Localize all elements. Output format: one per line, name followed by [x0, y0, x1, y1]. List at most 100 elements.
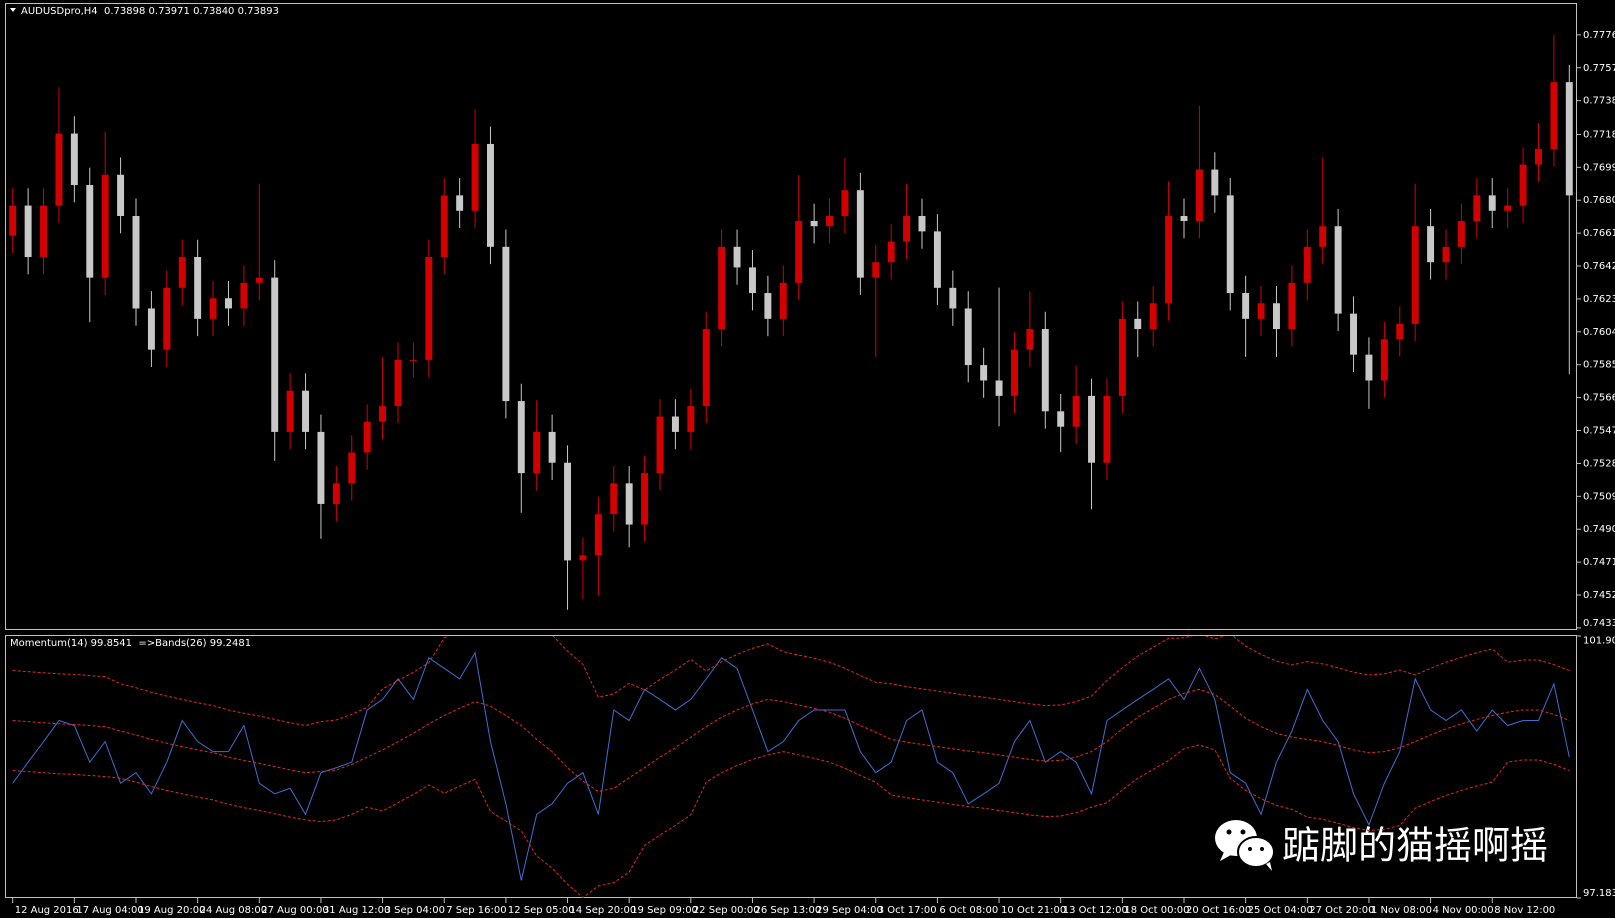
candle-body — [687, 406, 695, 432]
x-tick-label: 3 Sep 04:00 — [385, 905, 445, 916]
candle-body — [255, 277, 263, 283]
candle-body — [1442, 246, 1450, 263]
y-tick-label: 0.76995 — [1583, 162, 1615, 173]
candle-body — [1288, 282, 1296, 330]
y-tick-label: 0.75665 — [1583, 393, 1615, 404]
candle-body — [147, 308, 155, 350]
x-tick-label: 24 Aug 08:00 — [200, 905, 267, 916]
candle-body — [425, 257, 433, 360]
candle-body — [225, 298, 232, 309]
candle-body — [456, 195, 464, 211]
candle-body — [1011, 349, 1018, 396]
y-tick-label: 101.9022 — [1583, 635, 1615, 646]
candle-body — [317, 431, 325, 504]
candle-body — [533, 431, 541, 474]
candle-body — [702, 329, 710, 407]
candle-body — [1026, 329, 1034, 350]
candle-body — [1457, 221, 1465, 247]
x-tick-label: 17 Aug 04:00 — [76, 905, 143, 916]
indicator-header: Momentum(14) 99.8541 =>Bands(26) 99.2481 — [10, 638, 251, 649]
x-tick-label: 19 Aug 20:00 — [138, 905, 205, 916]
candle-body — [101, 174, 109, 278]
menu-triangle[interactable] — [10, 8, 16, 12]
candle-body — [1257, 303, 1265, 319]
candle-body — [980, 365, 988, 381]
candle-body — [348, 452, 356, 484]
x-tick-label: 4 Nov 00:00 — [1433, 905, 1494, 916]
candle-body — [440, 195, 448, 258]
candle-body — [764, 293, 772, 319]
candle-body — [810, 221, 818, 227]
candle-body — [872, 262, 880, 278]
band-line — [12, 744, 1570, 898]
y-tick-label: 0.74525 — [1583, 590, 1615, 601]
wechat-bubble-tail — [1266, 862, 1272, 871]
candle-body — [1303, 246, 1311, 283]
candle-body — [795, 221, 803, 283]
candle-body — [86, 184, 94, 278]
momentum-line — [12, 651, 1570, 881]
candle-body — [117, 174, 125, 216]
x-tick-label: 13 Oct 12:00 — [1063, 905, 1128, 916]
x-tick-label: 26 Sep 13:00 — [754, 905, 821, 916]
candle-body — [1103, 395, 1111, 463]
candle-body — [918, 215, 926, 232]
candle-body — [1319, 226, 1327, 247]
candle-body — [1149, 303, 1157, 330]
x-tick-label: 22 Sep 00:00 — [693, 905, 760, 916]
y-tick-label: 0.74905 — [1583, 524, 1615, 535]
y-tick-label: 0.76615 — [1583, 228, 1615, 239]
wechat-bubble — [1237, 836, 1275, 868]
watermark-text: 踮脚的猫摇啊摇 — [1282, 824, 1548, 868]
y-tick-label: 0.75475 — [1583, 426, 1615, 437]
candle-body — [1242, 293, 1250, 319]
candle-body — [1057, 411, 1065, 427]
y-tick-label: 97.1834 — [1583, 888, 1615, 899]
candle-body — [1180, 215, 1188, 222]
candle-body — [610, 483, 618, 515]
candle-body — [1334, 226, 1342, 314]
candle-body — [302, 390, 309, 432]
candle-body — [1041, 329, 1049, 412]
candle-body — [194, 257, 202, 319]
candle-body — [1088, 395, 1095, 463]
x-tick-label: 12 Aug 2016 — [15, 905, 79, 916]
candle-body — [656, 416, 664, 474]
candle-body — [271, 277, 279, 432]
y-tick-label: 0.75095 — [1583, 491, 1615, 502]
candle-body — [995, 380, 1003, 396]
candle-body — [286, 390, 294, 432]
indicator-panel-frame — [5, 635, 1577, 898]
candle-body — [903, 215, 911, 242]
candle-body — [749, 267, 756, 294]
candle-body — [1350, 313, 1357, 355]
candle-body — [671, 416, 679, 432]
candle-body — [1411, 226, 1419, 324]
x-tick-label: 14 Sep 20:00 — [570, 905, 637, 916]
wechat-eye — [1240, 829, 1246, 835]
candle-body — [625, 483, 633, 525]
symbol-header: AUDUSDpro,H4 0.73898 0.73971 0.73840 0.7… — [21, 6, 279, 17]
x-tick-label: 18 Oct 00:00 — [1124, 905, 1189, 916]
candle-body — [887, 241, 895, 263]
x-tick-label: 27 Aug 00:00 — [261, 905, 328, 916]
candle-body — [363, 421, 371, 453]
candle-body — [394, 359, 402, 407]
candle-body — [1072, 395, 1080, 427]
candles — [9, 34, 1573, 610]
candle-body — [579, 555, 587, 561]
candle-body — [132, 215, 140, 309]
x-tick-label: 12 Sep 05:00 — [508, 905, 575, 916]
y-tick-label: 0.74335 — [1583, 618, 1615, 629]
wechat-eye — [1248, 847, 1252, 851]
candle-body — [70, 133, 78, 185]
candle-body — [178, 257, 186, 288]
candle-body — [517, 401, 525, 474]
y-tick-label: 0.76425 — [1583, 261, 1615, 272]
wechat-eye — [1226, 829, 1232, 835]
y-tick-label: 0.77185 — [1583, 129, 1615, 140]
candle-body — [1273, 303, 1280, 330]
candle-body — [163, 287, 171, 350]
